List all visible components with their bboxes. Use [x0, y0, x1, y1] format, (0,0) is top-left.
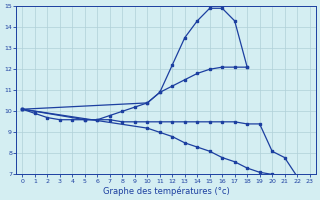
X-axis label: Graphe des températures (°c): Graphe des températures (°c) — [103, 186, 229, 196]
